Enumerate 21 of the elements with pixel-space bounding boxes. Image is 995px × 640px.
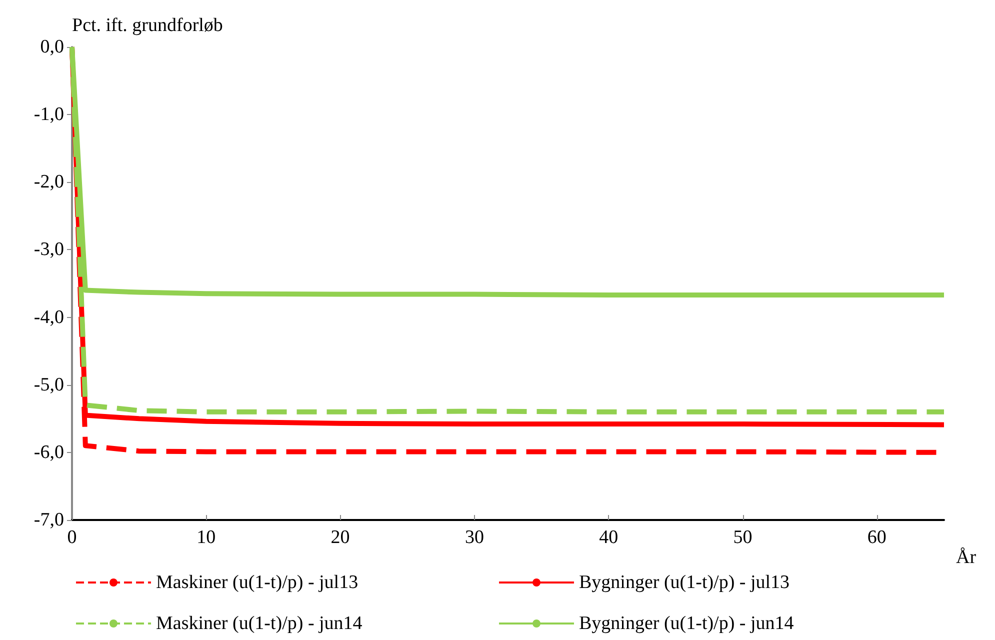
y-tick-label: -5,0	[34, 374, 64, 396]
x-tick-label: 30	[464, 527, 484, 548]
x-tick-label: 0	[67, 527, 77, 548]
legend-label: Bygninger (u(1-t)/p) - jul13	[579, 572, 790, 593]
y-tick-label: -6,0	[34, 442, 64, 463]
legend-label: Bygninger (u(1-t)/p) - jun14	[579, 613, 794, 634]
y-tick-label: -1,0	[34, 104, 64, 126]
legend-label: Maskiner (u(1-t)/p) - jul13	[156, 572, 358, 593]
y-axis-title: Pct. ift. grundforløb	[72, 15, 223, 36]
y-tick-label: -2,0	[34, 172, 64, 193]
x-axis-title: År	[956, 547, 977, 568]
x-tick-label: 50	[733, 527, 752, 548]
x-tick-label: 20	[330, 527, 350, 548]
y-tick-label: -3,0	[34, 239, 64, 260]
x-tick-label: 40	[599, 527, 618, 548]
legend-label: Maskiner (u(1-t)/p) - jun14	[156, 613, 363, 634]
y-tick-label: -4,0	[34, 306, 64, 328]
x-tick-label: 60	[867, 527, 886, 548]
x-tick-label: 10	[196, 527, 216, 548]
y-tick-label: -7,0	[34, 510, 64, 530]
y-tick-label: 0,0	[40, 36, 64, 58]
